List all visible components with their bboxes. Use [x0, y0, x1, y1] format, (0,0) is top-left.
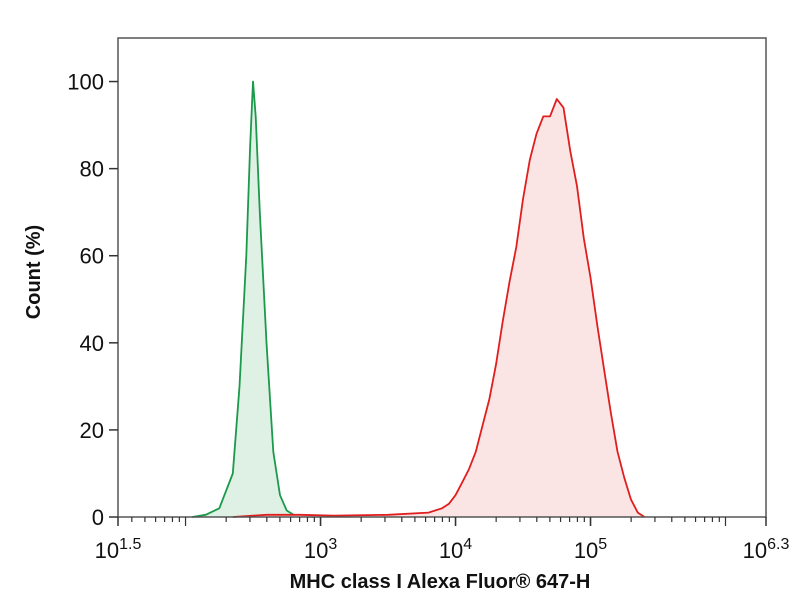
- y-tick-label: 60: [80, 244, 104, 269]
- y-tick-label: 80: [80, 157, 104, 182]
- y-tick-label: 100: [67, 70, 104, 95]
- x-axis-title: MHC class I Alexa Fluor® 647-H: [290, 571, 591, 593]
- x-tick-label: 104: [439, 536, 472, 563]
- y-tick-label: 40: [80, 331, 104, 356]
- y-tick-label: 0: [92, 505, 104, 530]
- series-2-line: [232, 98, 645, 518]
- series-2-area: [232, 99, 645, 517]
- y-tick-label: 20: [80, 418, 104, 443]
- x-tick-label: 106.3: [743, 536, 790, 563]
- x-tick-label: 103: [304, 536, 337, 563]
- x-tick-label: 101.5: [95, 536, 142, 563]
- series-1-area: [192, 81, 314, 517]
- y-axis-title: Count (%): [23, 225, 45, 319]
- plot-frame: [117, 37, 767, 518]
- y-axis-ticks: 0 20 40 60 80 100: [67, 70, 118, 530]
- x-axis-ticks: 101.5 103 104 105 106.3: [95, 517, 790, 563]
- x-tick-label: 105: [574, 536, 607, 563]
- series-layer: [192, 80, 645, 518]
